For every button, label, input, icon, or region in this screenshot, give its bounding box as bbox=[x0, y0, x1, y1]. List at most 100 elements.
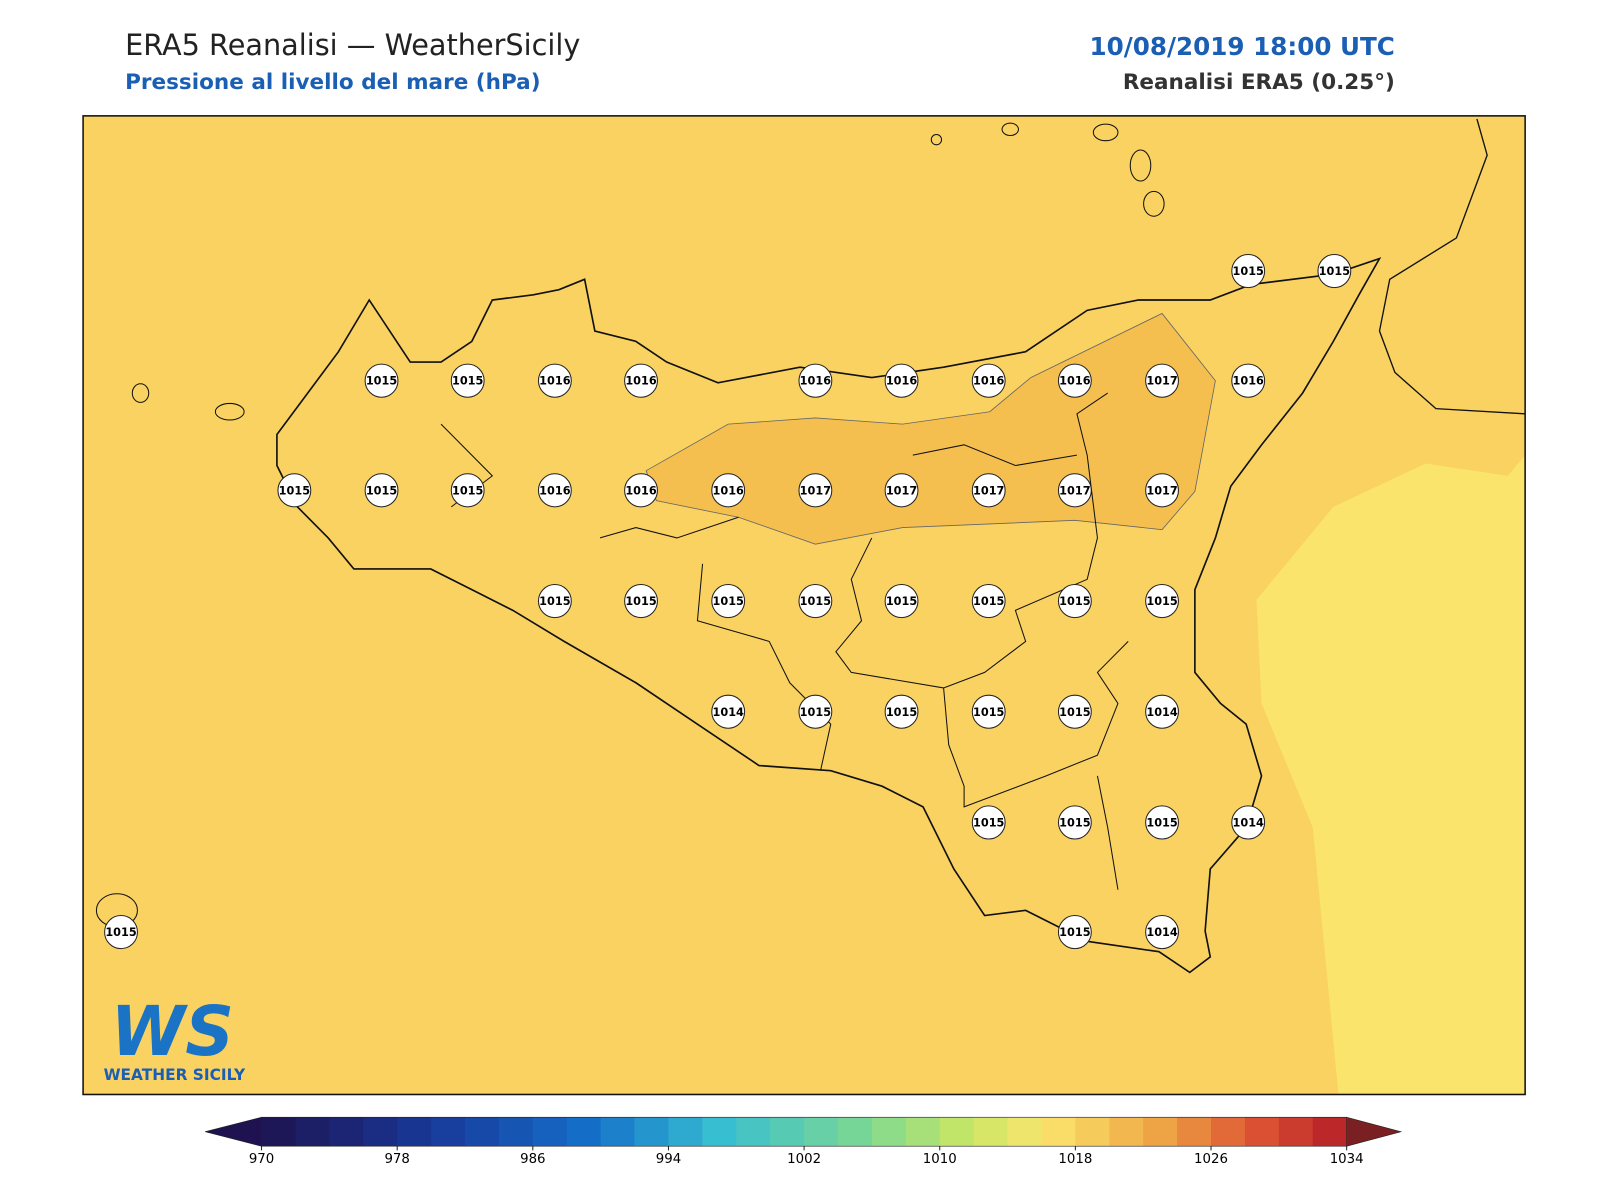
colorbar-tick-label: 1018 bbox=[1058, 1152, 1092, 1167]
calabria-coast bbox=[1378, 118, 1526, 415]
station-marker bbox=[971, 583, 1006, 619]
station-marker bbox=[884, 583, 919, 619]
colorbar-tick-label: 994 bbox=[656, 1152, 681, 1167]
colorbar-cell bbox=[939, 1117, 975, 1147]
station-marker bbox=[450, 473, 485, 508]
station-value: 1014 bbox=[1146, 705, 1178, 719]
station-value: 1015 bbox=[1059, 705, 1091, 719]
coastline bbox=[276, 257, 1382, 974]
colorbar-tick-label: 1026 bbox=[1194, 1152, 1228, 1167]
station-value: 1015 bbox=[886, 594, 918, 608]
station-marker bbox=[277, 473, 312, 508]
station-marker bbox=[884, 473, 919, 508]
station-value: 1016 bbox=[713, 483, 745, 497]
station-marker bbox=[1145, 915, 1179, 950]
station-value: 1015 bbox=[279, 483, 311, 497]
station-value: 1015 bbox=[366, 483, 398, 497]
station-value: 1016 bbox=[625, 483, 657, 497]
station-marker bbox=[971, 805, 1006, 840]
colorbar-cell bbox=[1143, 1117, 1178, 1147]
station-value: 1015 bbox=[1146, 815, 1178, 829]
stations: 1015 1015 1015 1015 1016 1016 1016 1016 1016 1016… bbox=[104, 253, 1352, 950]
station-value: 1015 bbox=[366, 374, 398, 388]
colorbar-cell bbox=[1075, 1117, 1110, 1147]
station-marker bbox=[1145, 805, 1179, 840]
station-marker bbox=[1057, 915, 1092, 950]
station-marker bbox=[884, 694, 919, 729]
colorbar-extend-high bbox=[1346, 1116, 1403, 1147]
station-marker bbox=[624, 583, 658, 619]
station-value: 1015 bbox=[1146, 594, 1178, 608]
colorbar-cell bbox=[1312, 1117, 1348, 1147]
map-frame bbox=[82, 115, 1526, 1096]
station-marker bbox=[624, 363, 658, 398]
station-marker bbox=[1145, 583, 1179, 619]
colorbar-cell bbox=[736, 1117, 771, 1147]
station-marker bbox=[537, 473, 572, 508]
station-marker bbox=[1317, 253, 1352, 289]
colorbar-cell bbox=[1177, 1117, 1212, 1147]
colorbar-cell bbox=[871, 1117, 907, 1147]
colorbar-extend-low bbox=[205, 1116, 262, 1147]
colorbar-cell bbox=[1244, 1117, 1280, 1147]
island bbox=[1129, 149, 1152, 182]
station-marker bbox=[1231, 363, 1266, 398]
logo-mark: WS bbox=[111, 993, 234, 1072]
station-value: 1014 bbox=[713, 705, 745, 719]
colorbar-cell bbox=[532, 1117, 568, 1147]
station-marker bbox=[1145, 694, 1179, 729]
colorbar-tick-label: 986 bbox=[520, 1152, 545, 1167]
station-value: 1015 bbox=[1059, 594, 1091, 608]
colorbar-cell bbox=[702, 1117, 737, 1147]
station-marker bbox=[537, 363, 572, 398]
station-marker bbox=[1145, 473, 1179, 508]
station-marker bbox=[884, 363, 919, 398]
station-marker bbox=[624, 473, 658, 508]
colorbar-cell bbox=[804, 1117, 839, 1147]
station-value: 1014 bbox=[1146, 925, 1178, 939]
station-value: 1016 bbox=[539, 483, 571, 497]
station-marker bbox=[798, 694, 833, 729]
station-marker bbox=[971, 694, 1006, 729]
island bbox=[930, 133, 943, 146]
island bbox=[131, 383, 150, 403]
station-value: 1016 bbox=[1233, 374, 1265, 388]
colorbar-cell bbox=[295, 1117, 330, 1147]
subtitle: Pressione al livello del mare (hPa) bbox=[125, 70, 540, 95]
station-marker bbox=[971, 363, 1006, 398]
colorbar-tick-label: 970 bbox=[249, 1152, 274, 1167]
station-marker bbox=[1057, 583, 1092, 619]
date: 10/08/2019 18:00 UTC bbox=[1090, 32, 1395, 61]
station-value: 1015 bbox=[452, 483, 484, 497]
colorbar-cell bbox=[668, 1117, 703, 1147]
station-marker bbox=[798, 583, 833, 619]
station-value: 1015 bbox=[1319, 264, 1351, 278]
island bbox=[1143, 190, 1165, 217]
station-marker bbox=[711, 694, 746, 729]
map: 1015 1015 1015 1015 1016 1016 1016 1016 1016 1016… bbox=[82, 115, 1526, 1096]
colorbar-cell bbox=[329, 1117, 364, 1147]
station-marker bbox=[104, 915, 138, 950]
station-marker bbox=[711, 473, 746, 508]
colorbar-cell bbox=[634, 1117, 669, 1147]
island bbox=[1001, 122, 1019, 137]
colorbar-cell bbox=[363, 1117, 398, 1147]
colorbar-cell bbox=[1278, 1117, 1314, 1147]
station-value: 1015 bbox=[539, 594, 571, 608]
station-value: 1015 bbox=[973, 815, 1005, 829]
station-marker bbox=[1231, 805, 1266, 840]
station-marker bbox=[798, 363, 833, 398]
logo-text: WEATHER SICILY bbox=[104, 1066, 246, 1084]
light-region bbox=[1256, 455, 1526, 1095]
station-value: 1015 bbox=[973, 705, 1005, 719]
colorbar-cell bbox=[566, 1117, 602, 1147]
island bbox=[214, 402, 245, 421]
station-marker bbox=[1231, 253, 1266, 289]
station-marker bbox=[364, 473, 399, 508]
station-value: 1015 bbox=[800, 594, 832, 608]
station-value: 1016 bbox=[973, 374, 1005, 388]
colorbar-cell bbox=[261, 1117, 296, 1147]
colorbar-cell bbox=[431, 1117, 466, 1147]
station-marker bbox=[711, 583, 746, 619]
